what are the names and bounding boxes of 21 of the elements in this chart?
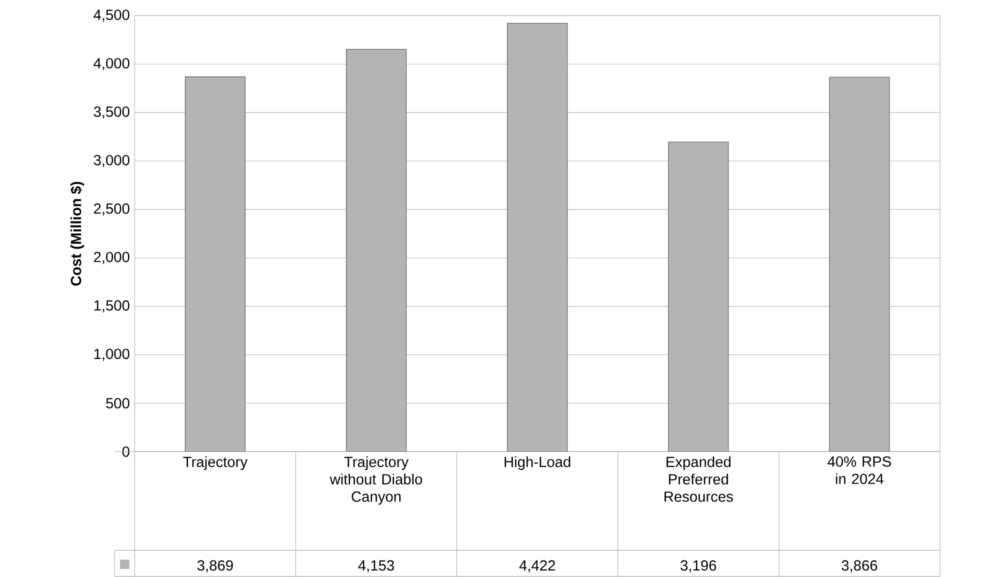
data-label: 3,866 [842,560,878,572]
data-label: 3,869 [197,560,233,572]
y-tick-label: 0 [122,446,130,457]
x-tick-label: Expanded Preferred Resources [664,456,733,502]
y-tick-label: 500 [106,398,130,408]
y-tick-label: 4,000 [94,58,130,70]
x-tick-label: Trajectory [183,456,248,470]
y-tick-label: 3,500 [94,106,130,119]
data-label: 3,196 [680,560,716,572]
y-axis-title: Cost (Million $) [70,182,84,286]
x-tick-label: 40% RPS in 2024 [828,456,891,484]
y-tick-label: 2,500 [94,203,130,216]
data-label: 4,422 [519,560,555,572]
x-tick-label: High-Load [504,456,570,470]
y-tick-label: 1,500 [94,300,130,312]
x-tick-label: Trajectory without Diablo Canyon [330,456,422,505]
y-tick-label: 3,000 [94,154,130,168]
y-tick-label: 4,500 [94,10,130,22]
y-tick-label: 2,000 [94,252,130,264]
y-tick-label: 1,000 [94,348,130,361]
data-label: 4,153 [358,560,394,572]
